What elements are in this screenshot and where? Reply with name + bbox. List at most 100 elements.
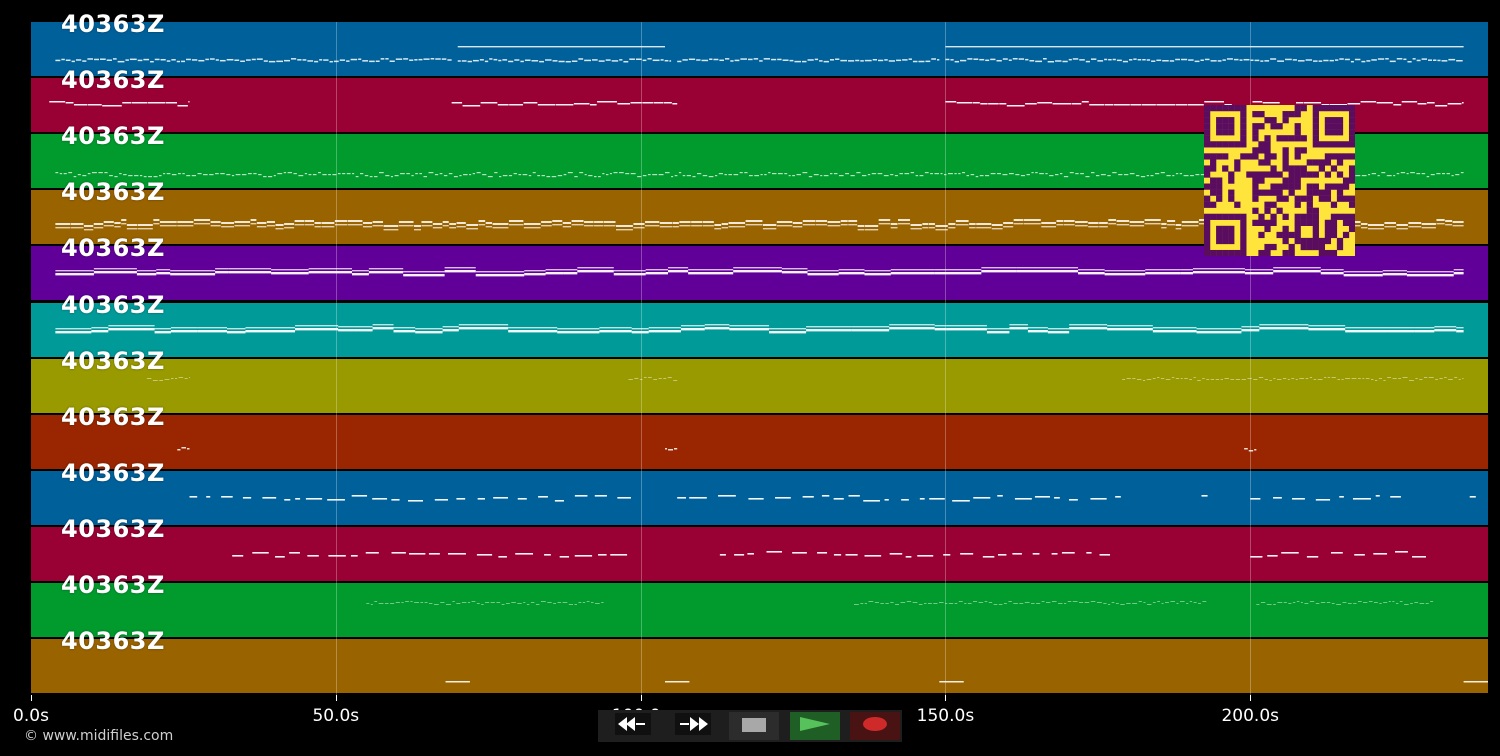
note	[713, 58, 719, 61]
note	[993, 604, 998, 605]
note	[1047, 330, 1070, 333]
note	[682, 175, 686, 177]
note	[383, 225, 399, 228]
note	[937, 59, 940, 61]
note	[390, 176, 394, 178]
note	[645, 221, 660, 224]
track-lane[interactable]	[31, 22, 1488, 77]
note	[939, 681, 964, 683]
note	[524, 273, 546, 276]
note	[1090, 58, 1097, 60]
note	[557, 330, 600, 333]
stop-button[interactable]	[729, 712, 779, 740]
note	[1193, 602, 1197, 603]
note	[235, 174, 241, 176]
note	[1260, 60, 1264, 62]
note	[598, 60, 605, 62]
note	[1192, 268, 1245, 270]
note	[1144, 219, 1161, 222]
track-lane[interactable]	[31, 583, 1488, 638]
note	[864, 229, 879, 231]
note	[768, 172, 771, 174]
note	[1366, 60, 1371, 62]
note	[634, 377, 639, 379]
note	[414, 225, 421, 228]
note	[848, 220, 858, 223]
note	[451, 102, 463, 104]
note	[647, 174, 651, 176]
note	[617, 103, 631, 105]
note	[969, 223, 976, 226]
note	[559, 555, 570, 558]
note	[1198, 603, 1201, 604]
track-lane[interactable]	[31, 414, 1488, 469]
note	[1304, 603, 1309, 604]
play-button[interactable]	[790, 712, 840, 740]
note	[1309, 601, 1315, 602]
track-lane[interactable]	[31, 526, 1488, 581]
note	[266, 225, 275, 227]
note	[933, 603, 938, 604]
note	[129, 58, 137, 61]
record-button[interactable]	[850, 712, 900, 740]
note	[1090, 497, 1107, 500]
note	[1259, 326, 1309, 329]
track-lane[interactable]	[31, 302, 1488, 357]
note	[969, 227, 976, 229]
note	[1129, 173, 1135, 175]
note	[611, 60, 619, 62]
note	[1075, 221, 1088, 224]
note	[372, 221, 384, 224]
note	[776, 225, 793, 227]
note	[1407, 60, 1412, 63]
note	[126, 224, 138, 227]
note	[232, 554, 244, 557]
note	[307, 554, 319, 557]
note	[385, 175, 390, 177]
note	[1460, 172, 1464, 174]
note	[1370, 378, 1374, 380]
note	[728, 174, 733, 176]
tick-label: 0.0s	[13, 706, 49, 726]
note	[1056, 220, 1064, 223]
note	[442, 221, 449, 224]
note	[954, 173, 957, 175]
note	[440, 602, 445, 603]
note	[668, 448, 674, 451]
note	[198, 59, 205, 62]
note	[1287, 378, 1290, 380]
note	[1170, 601, 1175, 602]
track-lane[interactable]	[31, 639, 1488, 694]
note	[1383, 379, 1386, 381]
note	[508, 220, 524, 223]
rewind-button[interactable]	[608, 712, 658, 740]
note	[71, 60, 75, 63]
note	[193, 223, 211, 225]
note	[526, 604, 530, 605]
note	[648, 376, 652, 378]
note	[1402, 376, 1408, 378]
note	[1006, 105, 1025, 107]
note	[1144, 223, 1161, 225]
note	[922, 223, 929, 226]
note	[1215, 378, 1220, 380]
note	[1111, 602, 1115, 603]
note	[358, 58, 362, 60]
track-lane[interactable]	[31, 358, 1488, 413]
note	[1171, 376, 1175, 378]
note	[1452, 221, 1464, 224]
note	[94, 58, 100, 61]
note	[574, 604, 577, 605]
note	[672, 103, 678, 105]
note	[999, 103, 1007, 105]
note	[61, 58, 65, 61]
note	[283, 59, 290, 62]
fast-forward-button[interactable]	[668, 712, 718, 740]
note	[1169, 60, 1175, 62]
note	[595, 603, 600, 604]
track-lane[interactable]	[31, 470, 1488, 525]
note	[1426, 102, 1435, 104]
note	[302, 59, 307, 61]
tick-label: 200.0s	[1221, 706, 1279, 726]
note	[902, 59, 908, 61]
